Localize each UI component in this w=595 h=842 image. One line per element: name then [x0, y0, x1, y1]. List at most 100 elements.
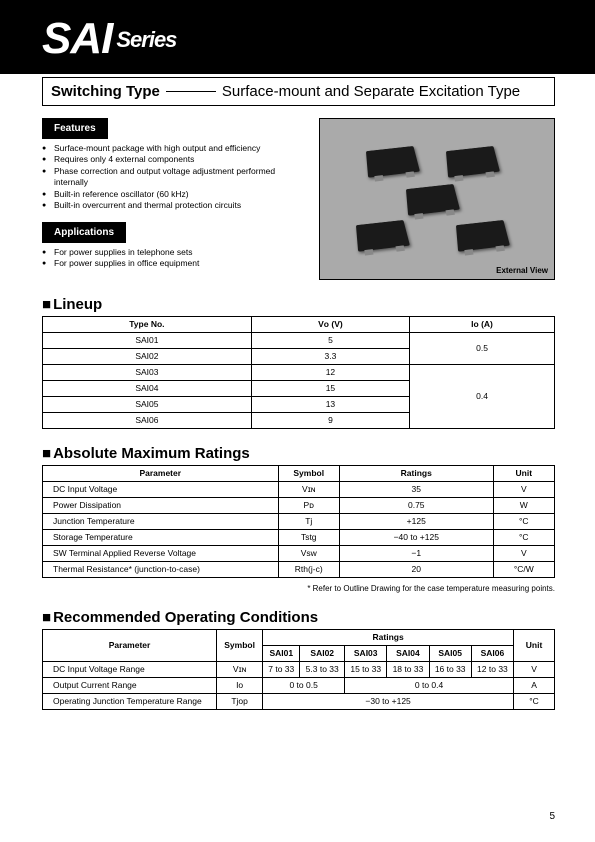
table-cell: Rth(j-c) [278, 561, 339, 577]
features-title: Features [43, 119, 107, 138]
table-cell: Tjop [217, 693, 263, 709]
table-header: Ratings [263, 629, 514, 645]
list-item: Built-in overcurrent and thermal protect… [42, 200, 307, 211]
roc-table: ParameterSymbolRatingsUnitSAI01SAI02SAI0… [42, 629, 555, 710]
table-cell: °C/W [493, 561, 554, 577]
table-cell: SAI04 [43, 380, 252, 396]
table-cell: °C [493, 529, 554, 545]
lineup-section: Lineup Type No.Vᴏ (V)Iᴏ (A)SAI0150.5SAI0… [42, 296, 555, 429]
lineup-heading: Lineup [42, 296, 555, 313]
list-item: For power supplies in telephone sets [42, 247, 307, 258]
amr-footnote: * Refer to Outline Drawing for the case … [42, 584, 555, 593]
table-cell: Iᴏ [217, 677, 263, 693]
table-cell: SAI01 [43, 332, 252, 348]
table-cell: 12 [251, 364, 409, 380]
table-row: Power DissipationPᴅ0.75W [43, 497, 555, 513]
table-cell: V [493, 481, 554, 497]
chip-graphic [337, 139, 537, 259]
features-tab: Features [42, 118, 108, 139]
table-cell: A [514, 677, 555, 693]
table-cell: −1 [339, 545, 493, 561]
table-cell: Junction Temperature [43, 513, 279, 529]
series-name: SAI [42, 14, 112, 63]
table-cell: SW Terminal Applied Reverse Voltage [43, 545, 279, 561]
table-cell: Vɪɴ [278, 481, 339, 497]
table-header: Parameter [43, 465, 279, 481]
applications-tab: Applications [42, 222, 126, 243]
table-header: Type No. [43, 316, 252, 332]
table-cell: 18 to 33 [387, 661, 429, 677]
table-row: Operating Junction Temperature RangeTjop… [43, 693, 555, 709]
switching-label: Switching Type [51, 83, 160, 100]
table-cell: 12 to 33 [471, 661, 513, 677]
table-cell: SAI03 [43, 364, 252, 380]
table-cell: 0.5 [410, 332, 555, 364]
table-cell: +125 [339, 513, 493, 529]
table-row: Thermal Resistance* (junction-to-case)Rt… [43, 561, 555, 577]
divider-line [166, 91, 216, 92]
amr-table: ParameterSymbolRatingsUnitDC Input Volta… [42, 465, 555, 578]
table-cell: Operating Junction Temperature Range [43, 693, 217, 709]
table-cell: −40 to +125 [339, 529, 493, 545]
table-cell: 5.3 to 33 [300, 661, 345, 677]
table-cell: Power Dissipation [43, 497, 279, 513]
table-cell: °C [514, 693, 555, 709]
table-cell: Tstg [278, 529, 339, 545]
table-cell: °C [493, 513, 554, 529]
page-number: 5 [549, 811, 555, 822]
top-banner: SAISeries [0, 0, 595, 74]
external-view-box: External View [319, 118, 555, 280]
lineup-table: Type No.Vᴏ (V)Iᴏ (A)SAI0150.5SAI023.3SAI… [42, 316, 555, 429]
table-row: Output Current RangeIᴏ0 to 0.50 to 0.4A [43, 677, 555, 693]
series-suffix: Series [116, 27, 176, 52]
table-cell: V [514, 661, 555, 677]
amr-heading: Absolute Maximum Ratings [42, 445, 555, 462]
table-header: Vᴏ (V) [251, 316, 409, 332]
table-cell: Thermal Resistance* (junction-to-case) [43, 561, 279, 577]
list-item: For power supplies in office equipment [42, 258, 307, 269]
applications-list: For power supplies in telephone setsFor … [42, 247, 307, 270]
table-cell: DC Input Voltage [43, 481, 279, 497]
features-applications-col: Features Surface-mount package with high… [42, 118, 307, 280]
switching-type-bar: Switching Type Surface-mount and Separat… [42, 77, 555, 106]
roc-section: Recommended Operating Conditions Paramet… [42, 609, 555, 710]
table-header: Symbol [217, 629, 263, 661]
table-cell: DC Input Voltage Range [43, 661, 217, 677]
table-header: Ratings [339, 465, 493, 481]
table-cell: 20 [339, 561, 493, 577]
table-cell: SAI05 [43, 396, 252, 412]
table-cell: Storage Temperature [43, 529, 279, 545]
series-title: SAISeries [42, 14, 176, 63]
table-header: Unit [493, 465, 554, 481]
list-item: Built-in reference oscillator (60 kHz) [42, 189, 307, 200]
features-list: Surface-mount package with high output a… [42, 143, 307, 212]
table-header: Unit [514, 629, 555, 661]
table-header: Parameter [43, 629, 217, 661]
table-cell: 5 [251, 332, 409, 348]
table-cell: Vsw [278, 545, 339, 561]
table-cell: 15 [251, 380, 409, 396]
table-cell: 0.75 [339, 497, 493, 513]
table-header: SAI06 [471, 645, 513, 661]
table-cell: 7 to 33 [263, 661, 300, 677]
table-header: SAI02 [300, 645, 345, 661]
table-cell: Output Current Range [43, 677, 217, 693]
table-cell: V [493, 545, 554, 561]
list-item: Requires only 4 external components [42, 154, 307, 165]
switching-desc: Surface-mount and Separate Excitation Ty… [222, 83, 520, 100]
list-item: Surface-mount package with high output a… [42, 143, 307, 154]
table-header: SAI04 [387, 645, 429, 661]
table-cell: 0.4 [410, 364, 555, 428]
table-cell: 15 to 33 [345, 661, 387, 677]
table-header: Iᴏ (A) [410, 316, 555, 332]
table-cell: Tj [278, 513, 339, 529]
table-cell: SAI02 [43, 348, 252, 364]
upper-two-column: Features Surface-mount package with high… [42, 118, 555, 280]
table-row: Storage TemperatureTstg−40 to +125°C [43, 529, 555, 545]
table-cell: W [493, 497, 554, 513]
table-row: SAI03120.4 [43, 364, 555, 380]
table-row: DC Input Voltage RangeVɪɴ7 to 335.3 to 3… [43, 661, 555, 677]
table-cell: −30 to +125 [263, 693, 514, 709]
table-cell: 3.3 [251, 348, 409, 364]
roc-heading: Recommended Operating Conditions [42, 609, 555, 626]
